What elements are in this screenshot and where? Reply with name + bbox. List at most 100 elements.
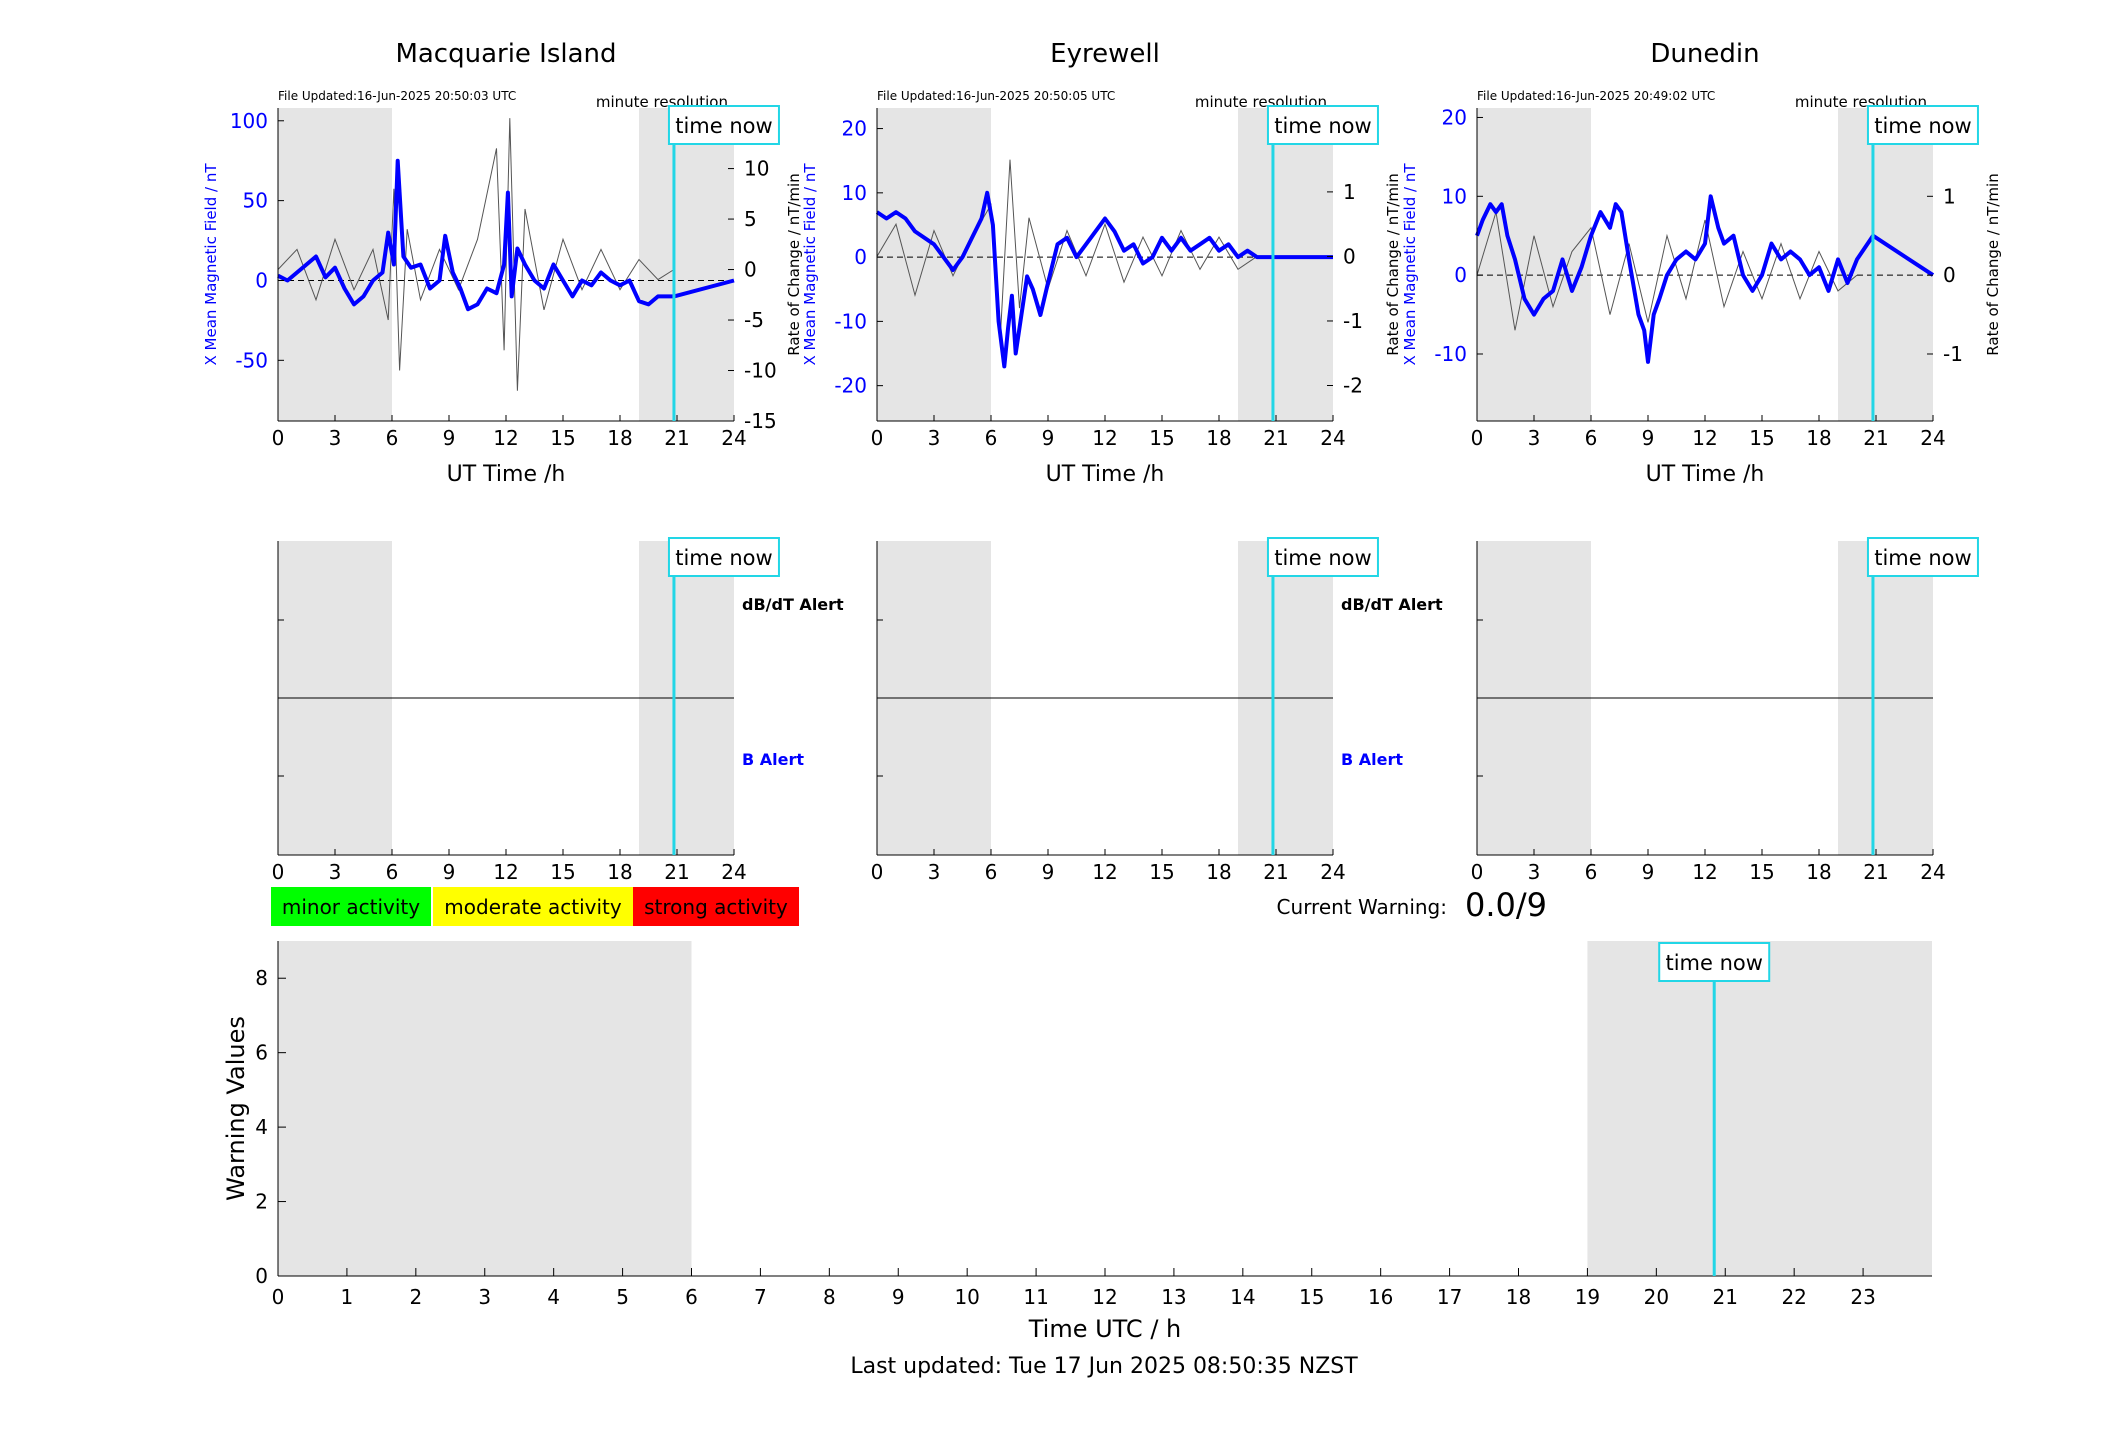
rate-of-change-series xyxy=(1476,211,1858,331)
y-right-tick-label: 5 xyxy=(744,207,757,231)
x-tick-label: 12 xyxy=(493,860,518,884)
x-tick-label: 15 xyxy=(1749,426,1774,450)
x-tick-label: 0 xyxy=(871,860,884,884)
x-tick-label: 6 xyxy=(386,860,399,884)
y-right-tick-label: 0 xyxy=(1943,263,1956,287)
station-title: Dunedin xyxy=(1650,39,1759,69)
alert-panel-2: 0 3 6 9 12 15 18 21 24 time now dB/dT Alert B Alert xyxy=(871,537,1443,884)
x-axis-label: UT Time /h xyxy=(447,462,566,487)
x-tick-label: 6 xyxy=(386,426,399,450)
y-left-tick-label: 100 xyxy=(230,109,268,133)
time-now-box xyxy=(1266,105,1379,145)
x-tick-label: 12 xyxy=(1692,426,1717,450)
x-tick-label: 6 xyxy=(1585,426,1598,450)
x-tick-label: 21 xyxy=(664,426,689,450)
x-tick-label: 12 xyxy=(1692,860,1717,884)
y-left-axis-label: X Mean Magnetic Field / nT xyxy=(801,163,819,366)
time-now-label: time now xyxy=(1274,114,1371,138)
x-tick-label: 3 xyxy=(1528,426,1541,450)
x-tick-label: 8 xyxy=(823,1285,836,1309)
x-tick-label: 13 xyxy=(1161,1285,1186,1309)
x-tick-label: 19 xyxy=(1575,1285,1600,1309)
x-tick-label: 16 xyxy=(1368,1285,1393,1309)
x-tick-label: 21 xyxy=(1713,1285,1738,1309)
x-tick-label: 24 xyxy=(1320,426,1345,450)
y-right-tick-label: 10 xyxy=(744,157,769,181)
x-tick-label: 21 xyxy=(1863,426,1888,450)
x-tick-label: 21 xyxy=(664,860,689,884)
y-left-tick-label: 20 xyxy=(842,117,867,141)
file-updated-text: File Updated:16-Jun-2025 20:49:02 UTC xyxy=(1477,89,1715,103)
legend-minor-swatch xyxy=(271,887,431,926)
x-tick-label: 14 xyxy=(1230,1285,1255,1309)
b-alert-label: B Alert xyxy=(742,750,804,769)
mean-field-series xyxy=(277,158,735,312)
shaded-region xyxy=(1587,941,1932,1276)
y-left-tick-label: 10 xyxy=(842,181,867,205)
time-now-label: time now xyxy=(1665,951,1762,975)
y-left-tick-label: -50 xyxy=(235,348,268,372)
legend-strong-label: strong activity xyxy=(644,895,788,919)
y-tick-label: 2 xyxy=(255,1190,268,1214)
x-tick-label: 18 xyxy=(1806,860,1831,884)
time-now-box xyxy=(1266,537,1379,577)
x-tick-label: 9 xyxy=(892,1285,905,1309)
x-tick-label: 12 xyxy=(1092,860,1117,884)
y-right-axis-label: Rate of Change / nT/min xyxy=(1984,173,2002,355)
y-right-tick-label: 0 xyxy=(744,258,757,282)
x-tick-label: 7 xyxy=(754,1285,767,1309)
x-tick-label: 18 xyxy=(1506,1285,1531,1309)
y-axis-label: Warning Values xyxy=(222,1016,250,1201)
x-tick-label: 23 xyxy=(1850,1285,1875,1309)
alert-panel-3: 0 3 6 9 12 15 18 21 24 time now xyxy=(1471,537,1979,884)
legend-moderate-label: moderate activity xyxy=(444,895,622,919)
file-updated-text: File Updated:16-Jun-2025 20:50:05 UTC xyxy=(877,89,1115,103)
activity-legend: minor activity moderate activity strong ac… xyxy=(271,887,799,926)
x-tick-label: 3 xyxy=(928,860,941,884)
current-warning-value: 0.0/9 xyxy=(1465,886,1547,924)
x-tick-label: 10 xyxy=(954,1285,979,1309)
x-tick-label: 1 xyxy=(341,1285,354,1309)
x-tick-label: 17 xyxy=(1437,1285,1462,1309)
x-tick-label: 24 xyxy=(1920,860,1945,884)
x-tick-label: 24 xyxy=(721,426,746,450)
x-tick-label: 20 xyxy=(1644,1285,1669,1309)
db-dt-alert-label: dB/dT Alert xyxy=(1341,595,1443,614)
time-now-box xyxy=(667,537,780,577)
x-tick-label: 3 xyxy=(329,426,342,450)
shaded-region xyxy=(877,108,991,421)
station-title: Eyrewell xyxy=(1050,39,1160,69)
shaded-region xyxy=(278,108,392,421)
shaded-region xyxy=(1238,108,1333,421)
y-right-tick-label: 1 xyxy=(1943,184,1956,208)
x-axis-label: UT Time /h xyxy=(1646,462,1765,487)
alert-panel-1: 0 3 6 9 12 15 18 21 24 time now dB/dT Alert B Alert xyxy=(272,537,844,884)
y-right-tick-label: -10 xyxy=(744,359,777,383)
y-right-tick-label: -1 xyxy=(1343,309,1363,333)
x-tick-label: 18 xyxy=(1806,426,1831,450)
y-right-tick-label: -5 xyxy=(744,308,764,332)
x-tick-label: 0 xyxy=(272,1285,285,1309)
time-now-box xyxy=(1866,537,1979,577)
x-tick-label: 12 xyxy=(1092,426,1117,450)
shaded-region xyxy=(278,941,692,1276)
x-tick-label: 0 xyxy=(1471,860,1484,884)
x-tick-label: 9 xyxy=(1642,426,1655,450)
x-tick-label: 2 xyxy=(409,1285,422,1309)
y-right-tick-label: 1 xyxy=(1343,180,1356,204)
time-now-box xyxy=(1658,942,1771,982)
time-now-box xyxy=(1866,105,1979,145)
x-tick-label: 3 xyxy=(928,426,941,450)
time-now-label: time now xyxy=(1874,546,1971,570)
legend-minor-label: minor activity xyxy=(282,895,420,919)
db-dt-alert-label: dB/dT Alert xyxy=(742,595,844,614)
x-tick-label: 11 xyxy=(1023,1285,1048,1309)
y-left-tick-label: 0 xyxy=(255,268,268,292)
file-updated-text: File Updated:16-Jun-2025 20:50:03 UTC xyxy=(278,89,516,103)
x-tick-label: 5 xyxy=(616,1285,629,1309)
legend-strong-swatch xyxy=(633,887,799,926)
y-right-tick-label: -15 xyxy=(744,409,777,433)
x-tick-label: 0 xyxy=(272,860,285,884)
y-right-axis-label: Rate of Change / nT/min xyxy=(1384,173,1402,355)
